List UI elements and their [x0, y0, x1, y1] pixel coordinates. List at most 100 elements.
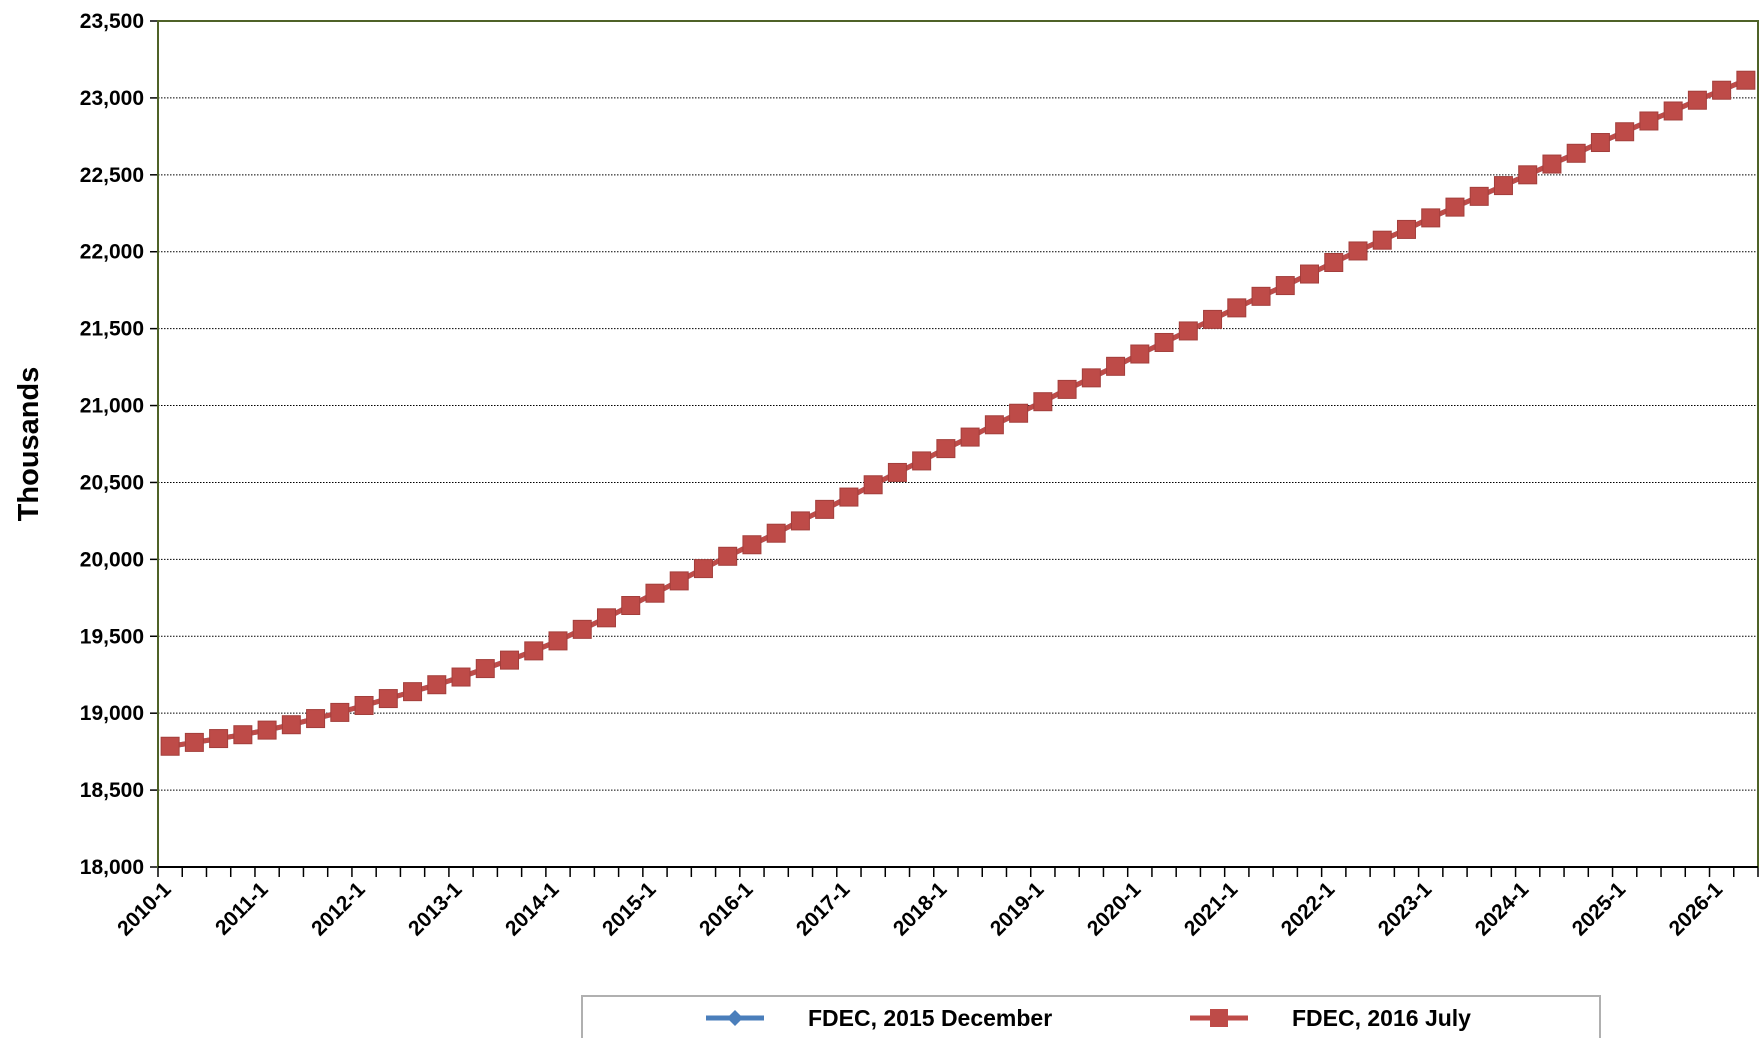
data-point	[718, 546, 738, 566]
data-point	[1227, 298, 1247, 318]
x-tick-label: 2023-1	[1374, 878, 1437, 941]
data-point	[863, 475, 883, 495]
x-tick-label: 2015-1	[598, 878, 661, 941]
data-point	[1615, 122, 1635, 142]
data-point	[1421, 208, 1441, 228]
x-tick-label: 2012-1	[307, 878, 370, 941]
data-point	[887, 462, 907, 482]
y-tick-label: 19,000	[80, 702, 144, 725]
y-tick-label: 22,500	[80, 164, 144, 187]
data-point	[403, 682, 423, 702]
data-point	[184, 732, 204, 752]
data-point	[1445, 197, 1465, 217]
data-point	[1057, 379, 1077, 399]
x-tick-label: 2011-1	[211, 878, 273, 940]
data-point	[1251, 286, 1271, 306]
data-point	[1178, 321, 1198, 341]
data-point	[1300, 264, 1320, 284]
y-tick-label: 21,000	[80, 395, 144, 418]
gridlines	[158, 97, 1758, 791]
data-point	[742, 535, 762, 555]
data-point	[645, 583, 665, 603]
data-point	[475, 659, 495, 679]
data-point	[1009, 403, 1029, 423]
y-tick-label: 22,000	[80, 241, 144, 264]
y-tick-label: 19,500	[80, 625, 144, 648]
x-tick-label: 2017-1	[792, 878, 855, 941]
y-tick-label: 18,000	[80, 856, 144, 879]
data-point	[1663, 101, 1683, 121]
data-point	[427, 675, 447, 695]
data-point	[1639, 111, 1659, 131]
data-point	[354, 695, 374, 715]
data-point	[524, 641, 544, 661]
legend-label: FDEC, 2016 July	[1292, 1005, 1471, 1031]
data-point	[1130, 344, 1150, 364]
data-point	[233, 725, 253, 745]
x-tick-label: 2010-1	[113, 878, 176, 941]
series-fdec-2016-july	[160, 70, 1756, 756]
legend-swatch-square	[1210, 1009, 1228, 1027]
y-axis-ticks: 18,000 18,500 19,000 19,500 20,000 20,500 21,0…	[80, 10, 158, 879]
data-point	[1542, 154, 1562, 174]
legend-swatch-diamond	[727, 1010, 743, 1026]
x-tick-label: 2025-1	[1568, 878, 1631, 941]
x-tick-label: 2019-1	[986, 878, 1049, 941]
data-point	[984, 415, 1004, 435]
series-layer	[160, 70, 1756, 756]
data-point	[815, 499, 835, 519]
y-tick-label: 21,500	[80, 318, 144, 341]
data-point	[1324, 252, 1344, 272]
data-point	[1348, 241, 1368, 261]
data-point	[548, 631, 568, 651]
x-tick-label: 2026-1	[1665, 878, 1728, 941]
x-tick-label: 2014-1	[501, 878, 564, 941]
x-tick-label: 2022-1	[1277, 878, 1340, 941]
legend-item-fdec-2015-december: FDEC, 2015 December	[706, 1005, 1052, 1031]
data-point	[572, 619, 592, 639]
data-point	[936, 439, 956, 459]
data-point	[160, 736, 180, 756]
data-point	[669, 571, 689, 591]
x-axis-ticks: 2010-1 2011-1 2012-1 2013-1 2014-1 2015-1 2016…	[113, 867, 1759, 941]
data-point	[257, 720, 277, 740]
x-tick-label: 2020-1	[1083, 878, 1146, 941]
data-point	[839, 487, 859, 507]
legend-label: FDEC, 2015 December	[808, 1005, 1052, 1031]
data-point	[1372, 230, 1392, 250]
data-point	[1203, 309, 1223, 329]
data-point	[790, 511, 810, 531]
x-tick-label: 2021-1	[1180, 878, 1243, 941]
data-point	[1275, 276, 1295, 296]
y-tick-label: 18,500	[80, 779, 144, 802]
data-point	[500, 650, 520, 670]
data-point	[1518, 165, 1538, 185]
data-point	[1712, 80, 1732, 100]
x-tick-label: 2018-1	[889, 878, 952, 941]
y-axis-title: Thousands	[13, 367, 45, 522]
data-point	[281, 715, 301, 735]
data-point	[1081, 368, 1101, 388]
data-point	[1469, 186, 1489, 206]
data-point	[912, 451, 932, 471]
data-point	[451, 667, 471, 687]
data-point	[1590, 133, 1610, 153]
data-point	[209, 729, 229, 749]
y-tick-label: 20,500	[80, 471, 144, 494]
data-point	[766, 523, 786, 543]
data-point	[1106, 356, 1126, 376]
y-tick-label: 23,500	[80, 10, 144, 33]
data-point	[1687, 90, 1707, 110]
y-tick-label: 23,000	[80, 87, 144, 110]
data-point	[621, 596, 641, 616]
data-point	[330, 702, 350, 722]
legend-item-fdec-2016-july: FDEC, 2016 July	[1190, 1005, 1471, 1031]
data-point	[1493, 176, 1513, 196]
data-point	[1736, 70, 1756, 90]
data-point	[306, 709, 326, 729]
y-tick-label: 20,000	[80, 548, 144, 571]
data-point	[378, 689, 398, 709]
x-tick-label: 2013-1	[404, 878, 467, 941]
